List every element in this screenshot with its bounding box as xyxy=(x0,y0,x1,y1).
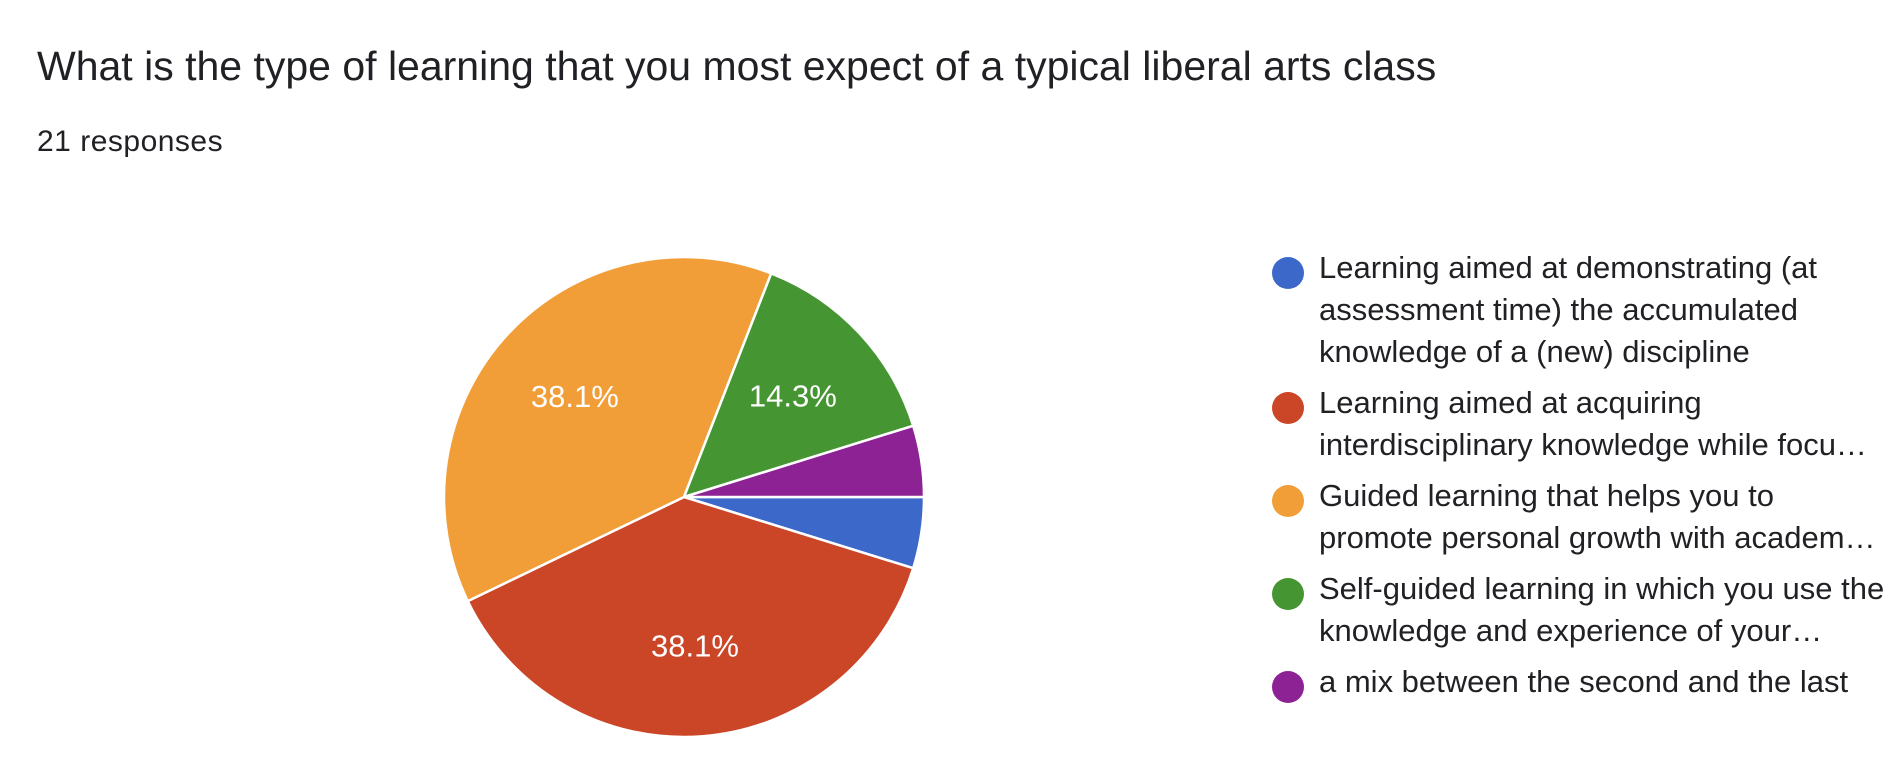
pie-slice-label-2: 38.1% xyxy=(531,379,619,414)
pie-slice-label-3: 14.3% xyxy=(749,379,837,414)
legend-swatch-1 xyxy=(1272,392,1304,424)
legend-label-1: Learning aimed at acquiring interdiscipl… xyxy=(1319,385,1867,462)
pie-slice-1 xyxy=(466,495,915,739)
legend-item-3: Self-guided learning in which you use th… xyxy=(1272,568,1894,652)
legend-label-0: Learning aimed at demonstrating (at asse… xyxy=(1319,250,1818,369)
legend-label-4: a mix between the second and the last xyxy=(1319,664,1849,699)
legend-label-3: Self-guided learning in which you use th… xyxy=(1319,571,1885,648)
pie-slice-4 xyxy=(683,424,926,499)
legend-label-2: Guided learning that helps you to promot… xyxy=(1319,478,1876,555)
legend-item-0: Learning aimed at demonstrating (at asse… xyxy=(1272,247,1894,373)
legend-item-1: Learning aimed at acquiring interdiscipl… xyxy=(1272,382,1894,466)
legend-swatch-3 xyxy=(1272,578,1304,610)
legend-swatch-0 xyxy=(1272,257,1304,289)
response-count: 21 responses xyxy=(37,125,224,158)
chart-legend: Learning aimed at demonstrating (at asse… xyxy=(1272,247,1894,712)
legend-item-4: a mix between the second and the last xyxy=(1272,661,1894,703)
pie-slice-label-1: 38.1% xyxy=(651,628,739,663)
pie-slice-3 xyxy=(681,271,915,499)
legend-swatch-2 xyxy=(1272,485,1304,517)
chart-title: What is the type of learning that you mo… xyxy=(37,43,1437,89)
pie-slice-2 xyxy=(442,255,773,603)
legend-item-2: Guided learning that helps you to promot… xyxy=(1272,475,1894,559)
legend-swatch-4 xyxy=(1272,671,1304,703)
